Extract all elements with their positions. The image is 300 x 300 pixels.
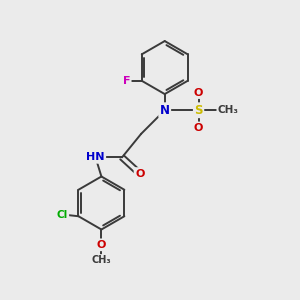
Text: O: O	[97, 240, 106, 250]
Text: S: S	[194, 104, 203, 117]
Text: N: N	[160, 104, 170, 117]
Text: Cl: Cl	[57, 210, 68, 220]
Text: O: O	[194, 88, 203, 98]
Text: CH₃: CH₃	[218, 105, 239, 115]
Text: CH₃: CH₃	[92, 255, 111, 265]
Text: HN: HN	[86, 152, 105, 162]
Text: O: O	[194, 123, 203, 133]
Text: O: O	[135, 169, 144, 178]
Text: F: F	[123, 76, 130, 86]
